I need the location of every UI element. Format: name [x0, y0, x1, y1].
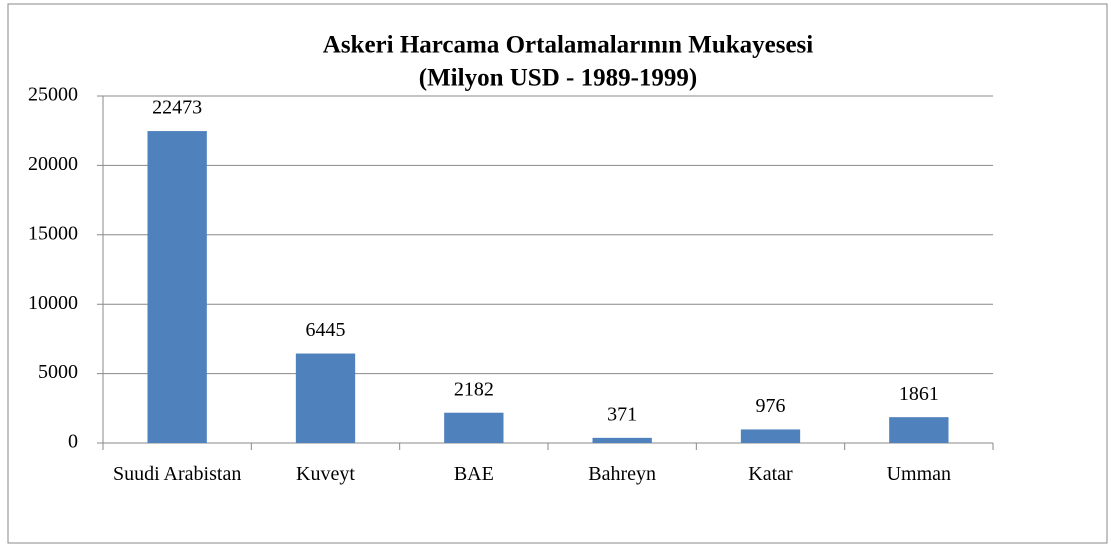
- x-tick-label: Kuveyt: [296, 463, 355, 485]
- y-tick-label: 5000: [38, 361, 78, 383]
- bar: [295, 353, 356, 443]
- y-tick-label: 15000: [28, 222, 78, 244]
- data-label: 2182: [454, 378, 494, 400]
- data-label: 6445: [306, 319, 346, 341]
- chart-border: [7, 3, 1108, 544]
- y-tick-label: 25000: [28, 84, 78, 106]
- y-tick-label: 0: [68, 431, 78, 453]
- x-tick-label: Umman: [886, 463, 952, 485]
- chart-title: Askeri Harcama Ortalamalarının Mukayeses…: [323, 32, 814, 59]
- y-tick-label: 20000: [28, 153, 78, 175]
- bar: [444, 412, 504, 443]
- x-tick-label: Bahreyn: [588, 463, 657, 485]
- bar: [592, 437, 652, 443]
- chart-subtitle: (Milyon USD - 1989-1999): [419, 65, 697, 92]
- data-label: 1861: [899, 383, 939, 405]
- x-tick-label: Katar: [748, 463, 793, 485]
- bar: [889, 417, 949, 443]
- data-label: 976: [756, 395, 786, 417]
- bar: [147, 131, 207, 443]
- x-tick-label: BAE: [453, 463, 494, 485]
- y-tick-label: 10000: [28, 292, 78, 314]
- data-label: 371: [607, 403, 637, 425]
- data-label: 22473: [152, 97, 202, 119]
- x-tick-label: Suudi Arabistan: [112, 463, 242, 485]
- bar: [740, 429, 801, 443]
